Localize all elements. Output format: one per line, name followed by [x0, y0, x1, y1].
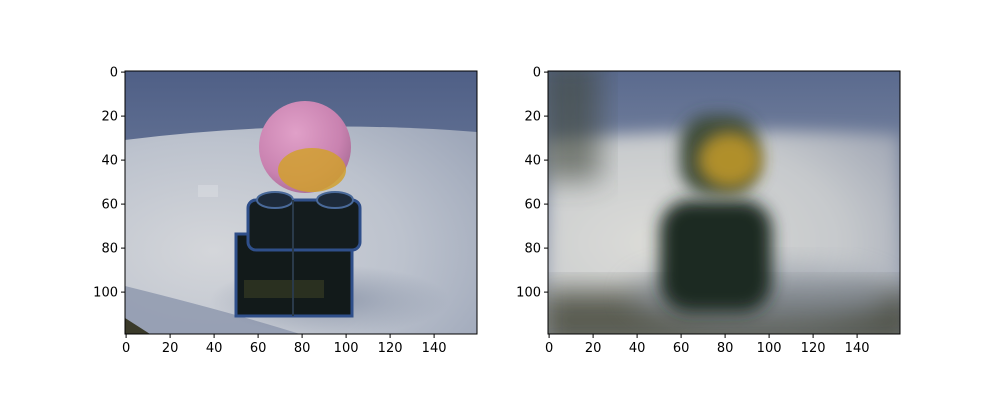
x-tick-label: 100 [757, 341, 782, 356]
x-tick-label: 120 [378, 341, 403, 356]
y-tick-label: 100 [516, 286, 541, 301]
y-tick-label: 20 [101, 110, 118, 125]
axes-frame-original [124, 70, 478, 335]
x-tick-label: 60 [673, 341, 690, 356]
x-tick-label: 100 [334, 341, 359, 356]
x-axis-original: 0 20 40 60 80 100 120 140 [122, 334, 447, 356]
panel-blurred: 0 20 40 60 80 100 120 140 0 20 40 60 80 100 [516, 66, 901, 356]
x-tick-label: 20 [162, 341, 179, 356]
y-axis-blurred: 0 20 40 60 80 100 [516, 66, 548, 301]
y-tick-label: 40 [101, 154, 118, 169]
x-ticks-blurred: 0 20 40 60 80 100 120 140 [545, 334, 870, 356]
y-ticks-original: 0 20 40 60 80 100 [93, 66, 125, 301]
y-tick-label: 40 [524, 154, 541, 169]
y-tick-label: 60 [101, 198, 118, 213]
x-tick-label: 80 [717, 341, 734, 356]
y-tick-label: 80 [101, 242, 118, 257]
x-tick-label: 120 [801, 341, 826, 356]
y-tick-label: 0 [533, 66, 541, 81]
photo-blurred [548, 71, 900, 334]
photo-original [125, 71, 477, 334]
y-tick-label: 80 [524, 242, 541, 257]
x-ticks-original: 0 20 40 60 80 100 120 140 [122, 334, 447, 356]
x-tick-label: 60 [250, 341, 267, 356]
axes-frame-blurred [547, 70, 901, 335]
y-ticks-blurred: 0 20 40 60 80 100 [516, 66, 548, 301]
x-tick-label: 140 [422, 341, 447, 356]
y-axis-original: 0 20 40 60 80 100 [93, 66, 125, 301]
x-tick-label: 40 [206, 341, 223, 356]
y-tick-label: 0 [110, 66, 118, 81]
x-tick-label: 140 [845, 341, 870, 356]
x-tick-label: 0 [122, 341, 130, 356]
x-tick-label: 0 [545, 341, 553, 356]
y-tick-label: 100 [93, 286, 118, 301]
x-tick-label: 40 [629, 341, 646, 356]
x-tick-label: 80 [294, 341, 311, 356]
panel-original: 0 20 40 60 80 100 120 140 0 20 40 60 80 100 [93, 66, 478, 356]
x-tick-label: 20 [585, 341, 602, 356]
y-tick-label: 60 [524, 198, 541, 213]
y-tick-label: 20 [524, 110, 541, 125]
x-axis-blurred: 0 20 40 60 80 100 120 140 [545, 334, 870, 356]
